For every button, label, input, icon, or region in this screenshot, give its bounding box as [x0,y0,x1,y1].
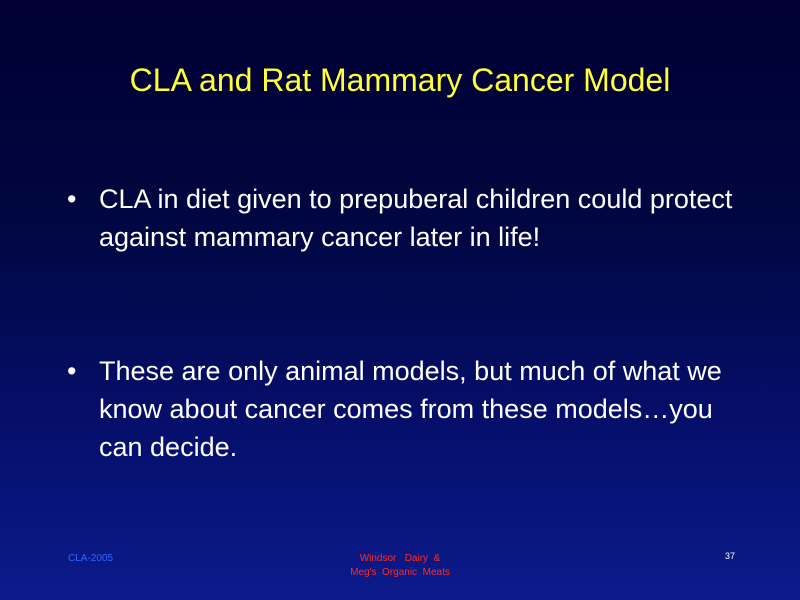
bullet-list: • CLA in diet given to prepuberal childr… [64,180,744,466]
footer-center-line-1: Windsor Dairy & [359,553,441,564]
footer-center-label: Windsor Dairy & Meg's Organic Meats [300,552,500,580]
bullet-text-1: CLA in diet given to prepuberal children… [99,184,733,252]
slide-number: 37 [724,551,735,561]
bullet-dot-icon: • [67,184,77,214]
footer-center-line-2: Meg's Organic Meats [350,567,450,578]
slide-title: CLA and Rat Mammary Cancer Model [129,62,671,98]
bullet-item-2: • These are only animal models, but much… [64,352,744,466]
footer-left-label: CLA-2005 [68,553,114,564]
bullet-dot-icon: • [67,356,77,386]
bullet-text-2: These are only animal models, but much o… [99,356,722,462]
bullet-item-1: • CLA in diet given to prepuberal childr… [64,180,744,256]
